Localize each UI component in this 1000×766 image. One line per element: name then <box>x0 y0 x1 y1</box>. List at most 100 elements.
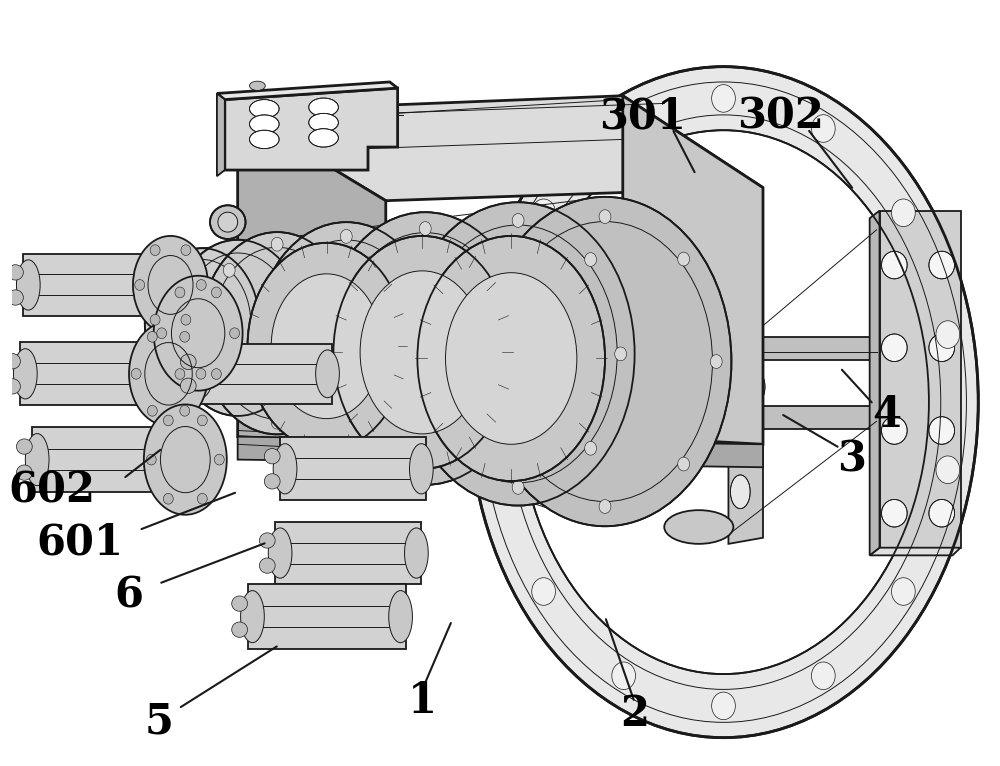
Ellipse shape <box>173 434 197 486</box>
Text: 2: 2 <box>620 693 649 735</box>
Ellipse shape <box>180 378 196 394</box>
Ellipse shape <box>664 510 733 544</box>
Ellipse shape <box>419 462 431 476</box>
Ellipse shape <box>255 222 437 460</box>
Text: 5: 5 <box>144 701 173 742</box>
Polygon shape <box>623 96 763 444</box>
Ellipse shape <box>197 415 207 426</box>
Text: 302: 302 <box>737 96 824 137</box>
Ellipse shape <box>180 405 190 416</box>
Ellipse shape <box>250 115 279 133</box>
Ellipse shape <box>811 662 835 689</box>
Ellipse shape <box>260 334 272 348</box>
Polygon shape <box>20 342 167 405</box>
Ellipse shape <box>133 236 208 334</box>
Ellipse shape <box>284 408 296 421</box>
Ellipse shape <box>5 354 20 369</box>
Ellipse shape <box>469 67 978 738</box>
Ellipse shape <box>405 528 428 578</box>
Polygon shape <box>32 427 190 493</box>
Ellipse shape <box>484 427 496 440</box>
Ellipse shape <box>340 438 352 452</box>
Ellipse shape <box>678 457 690 471</box>
Ellipse shape <box>712 85 735 113</box>
Ellipse shape <box>612 662 636 689</box>
Ellipse shape <box>440 253 452 267</box>
Ellipse shape <box>230 328 240 339</box>
Ellipse shape <box>264 449 280 464</box>
Ellipse shape <box>210 205 246 239</box>
Polygon shape <box>217 93 225 176</box>
Ellipse shape <box>892 578 915 605</box>
Ellipse shape <box>223 389 235 403</box>
Ellipse shape <box>211 368 221 379</box>
Ellipse shape <box>309 113 338 132</box>
Ellipse shape <box>223 264 235 277</box>
Ellipse shape <box>150 245 160 256</box>
Ellipse shape <box>181 245 191 256</box>
Ellipse shape <box>745 370 765 404</box>
Ellipse shape <box>936 456 960 483</box>
Ellipse shape <box>397 260 409 274</box>
Ellipse shape <box>8 290 23 305</box>
Ellipse shape <box>322 212 529 485</box>
Ellipse shape <box>241 591 264 643</box>
Ellipse shape <box>340 230 352 244</box>
Ellipse shape <box>16 260 40 310</box>
Ellipse shape <box>5 378 20 394</box>
Ellipse shape <box>163 415 173 426</box>
Polygon shape <box>728 337 880 360</box>
Ellipse shape <box>196 368 206 379</box>
Ellipse shape <box>479 197 731 526</box>
Ellipse shape <box>200 232 354 434</box>
Text: 602: 602 <box>8 470 96 511</box>
Polygon shape <box>217 82 398 100</box>
Ellipse shape <box>273 444 297 494</box>
Ellipse shape <box>157 328 167 339</box>
Ellipse shape <box>417 236 605 481</box>
Polygon shape <box>728 337 763 544</box>
Ellipse shape <box>150 349 173 399</box>
Polygon shape <box>870 211 880 555</box>
Ellipse shape <box>259 533 275 548</box>
Ellipse shape <box>333 236 511 469</box>
Ellipse shape <box>730 475 750 509</box>
Ellipse shape <box>144 404 227 515</box>
Ellipse shape <box>180 332 190 342</box>
Ellipse shape <box>250 100 279 118</box>
Ellipse shape <box>319 389 331 403</box>
Polygon shape <box>238 111 386 444</box>
Ellipse shape <box>232 596 248 611</box>
Ellipse shape <box>360 271 485 434</box>
Ellipse shape <box>599 499 611 513</box>
Ellipse shape <box>309 98 338 116</box>
Ellipse shape <box>319 264 331 277</box>
Ellipse shape <box>599 210 611 224</box>
Ellipse shape <box>146 454 156 465</box>
Polygon shape <box>248 584 406 650</box>
Ellipse shape <box>180 354 196 369</box>
Ellipse shape <box>410 347 421 361</box>
Ellipse shape <box>153 260 176 310</box>
Polygon shape <box>728 406 880 429</box>
Ellipse shape <box>397 408 409 421</box>
Ellipse shape <box>892 199 915 227</box>
Ellipse shape <box>249 81 265 90</box>
Ellipse shape <box>316 350 339 398</box>
Ellipse shape <box>532 199 555 227</box>
Ellipse shape <box>389 591 412 643</box>
Ellipse shape <box>339 326 351 340</box>
Ellipse shape <box>355 257 367 270</box>
Polygon shape <box>238 437 763 467</box>
Ellipse shape <box>135 280 145 290</box>
Ellipse shape <box>419 221 431 235</box>
Ellipse shape <box>147 332 157 342</box>
Ellipse shape <box>248 243 406 450</box>
Ellipse shape <box>196 280 206 290</box>
Ellipse shape <box>163 493 173 504</box>
Ellipse shape <box>218 212 238 232</box>
Ellipse shape <box>520 457 532 471</box>
Ellipse shape <box>355 427 367 440</box>
Ellipse shape <box>512 214 524 228</box>
Ellipse shape <box>189 350 213 398</box>
